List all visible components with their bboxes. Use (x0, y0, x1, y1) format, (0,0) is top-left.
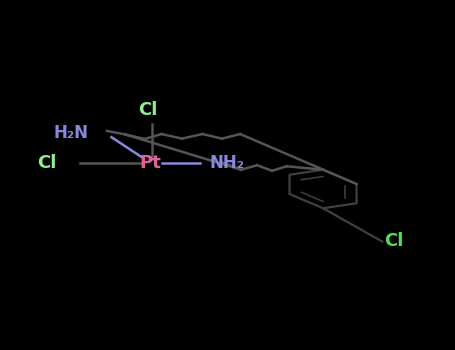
Text: Pt: Pt (139, 154, 161, 172)
Text: Cl: Cl (384, 232, 404, 251)
Text: Cl: Cl (37, 154, 57, 172)
Text: H₂N: H₂N (54, 124, 89, 142)
Text: Cl: Cl (138, 101, 157, 119)
Text: NH₂: NH₂ (209, 154, 244, 172)
